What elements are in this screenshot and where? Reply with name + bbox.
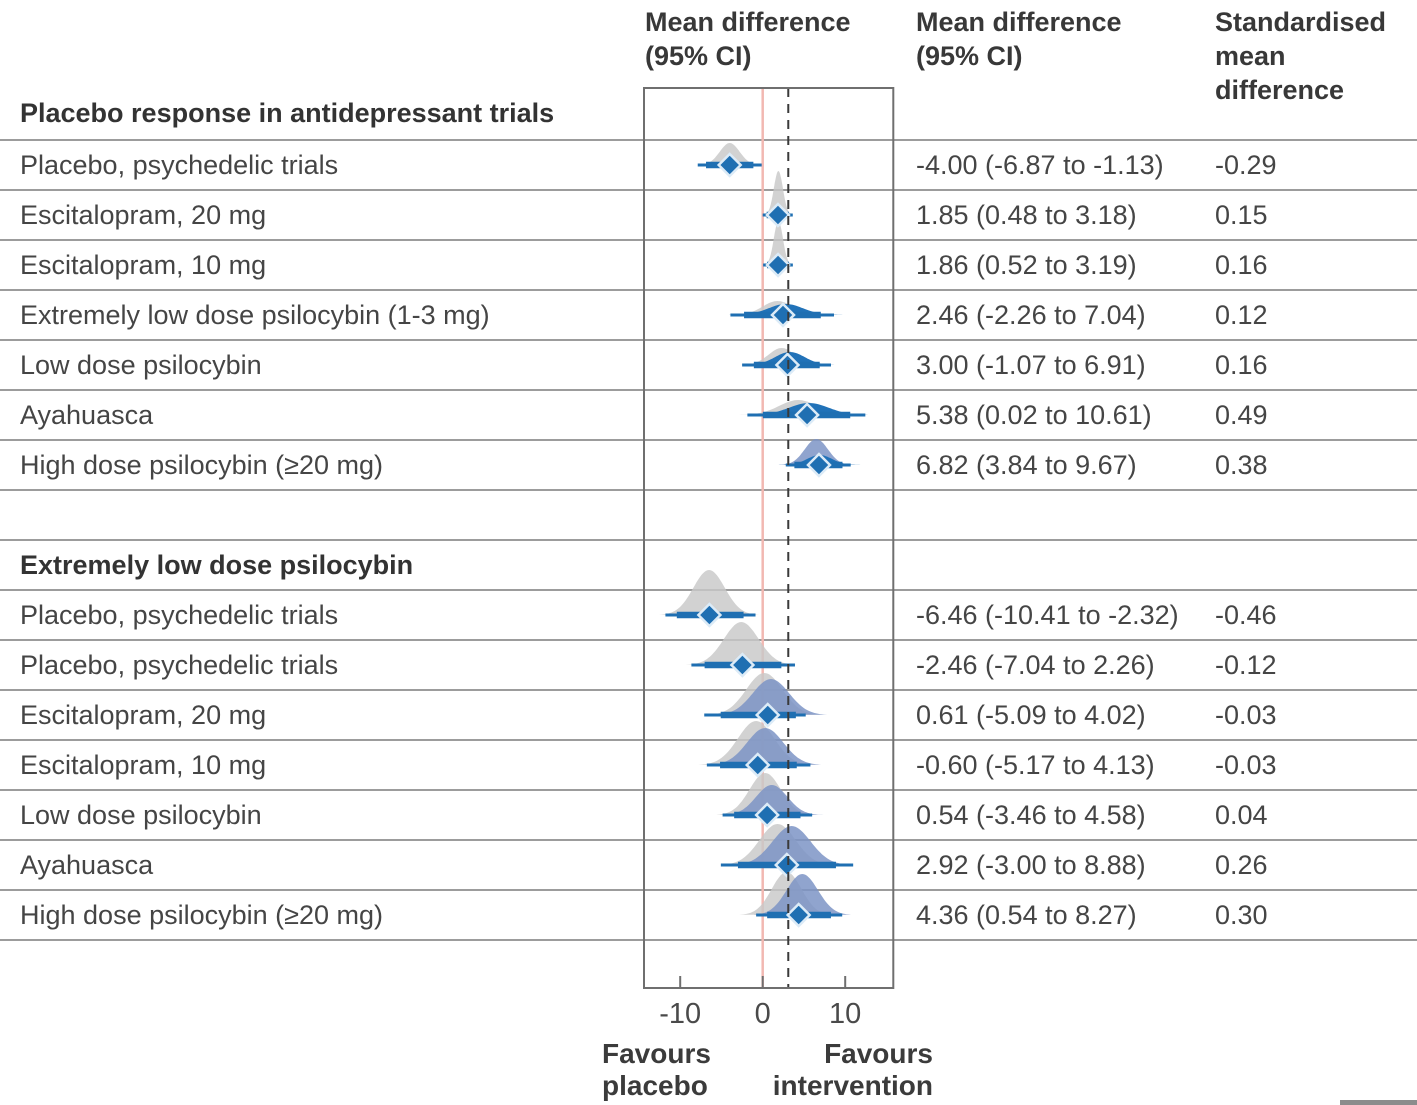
- density-curve-steel: [720, 785, 824, 815]
- estimate-diamond: [754, 702, 781, 728]
- row-label: Extremely low dose psilocybin (1-3 mg): [20, 299, 490, 330]
- plot-column-header: Mean difference (95% CI): [645, 7, 851, 71]
- row-smd-value: 0.16: [1215, 249, 1268, 280]
- row-smd-value: 0.49: [1215, 399, 1268, 430]
- row-smd-value: 0.04: [1215, 799, 1268, 830]
- row-md-value: 3.00 (-1.07 to 6.91): [916, 349, 1146, 380]
- estimate-diamond: [774, 852, 800, 878]
- density-curve-steel: [705, 728, 826, 765]
- scrollbar-fragment: [1340, 1100, 1417, 1105]
- estimate-diamond: [716, 152, 743, 178]
- density-curve-steel: [778, 439, 855, 465]
- estimate-diamond: [729, 652, 756, 678]
- row-label: Placebo, psychedelic trials: [20, 649, 339, 680]
- row-md-value: -4.00 (-6.87 to -1.13): [916, 149, 1164, 180]
- row-md-value: 1.86 (0.52 to 3.19): [916, 249, 1137, 280]
- row-smd-value: -0.03: [1215, 699, 1277, 730]
- row-smd-value: 0.16: [1215, 349, 1268, 380]
- row-smd-value: -0.12: [1215, 649, 1277, 680]
- row-smd-value: 0.30: [1215, 899, 1268, 930]
- density-curve-steel: [711, 679, 831, 715]
- estimate-diamond: [765, 202, 791, 228]
- density-curve-steel: [750, 874, 854, 915]
- density-curve-steel: [729, 826, 855, 865]
- section-title: Placebo response in antidepressant trial…: [20, 97, 555, 128]
- density-curve-gray: [657, 570, 761, 615]
- row-md-value: 0.54 (-3.46 to 4.58): [916, 799, 1146, 830]
- density-curve-gray: [763, 171, 794, 215]
- row-md-value: 2.92 (-3.00 to 8.88): [916, 849, 1146, 880]
- row-md-value: 2.46 (-2.26 to 7.04): [916, 299, 1146, 330]
- row-md-value: 1.85 (0.48 to 3.18): [916, 199, 1137, 230]
- row-smd-value: 0.12: [1215, 299, 1268, 330]
- row-smd-value: 0.26: [1215, 849, 1268, 880]
- row-md-value: -6.46 (-10.41 to -2.32): [916, 599, 1179, 630]
- row-label: Ayahuasca: [20, 849, 154, 880]
- row-md-value: 4.36 (0.54 to 8.27): [916, 899, 1137, 930]
- row-label: Placebo, psychedelic trials: [20, 599, 339, 630]
- row-smd-value: 0.15: [1215, 199, 1268, 230]
- row-label: Escitalopram, 20 mg: [20, 199, 267, 230]
- x-tick-label: 0: [754, 998, 771, 1030]
- x-tick-label: 10: [829, 998, 862, 1030]
- row-label: Low dose psilocybin: [20, 349, 262, 380]
- favours-intervention-label: Favours intervention: [772, 1038, 933, 1101]
- smd-column-header: Standardised mean difference: [1215, 7, 1387, 105]
- row-label: Ayahuasca: [20, 399, 154, 430]
- favours-placebo-label: Favours placebo: [602, 1038, 711, 1101]
- row-label: Escitalopram, 10 mg: [20, 749, 267, 780]
- estimate-diamond: [785, 902, 812, 928]
- density-curve-gray: [684, 622, 799, 665]
- row-label: High dose psilocybin (≥20 mg): [20, 449, 383, 480]
- row-smd-value: 0.38: [1215, 449, 1268, 480]
- estimate-diamond: [754, 802, 780, 828]
- row-smd-value: -0.29: [1215, 149, 1277, 180]
- row-md-value: 5.38 (0.02 to 10.61): [916, 399, 1152, 430]
- row-smd-value: -0.46: [1215, 599, 1277, 630]
- row-label: Low dose psilocybin: [20, 799, 262, 830]
- density-curve-gray: [763, 221, 794, 265]
- row-label: High dose psilocybin (≥20 mg): [20, 899, 383, 930]
- estimate-diamond: [794, 402, 820, 428]
- row-label: Escitalopram, 20 mg: [20, 699, 267, 730]
- row-md-value: -2.46 (-7.04 to 2.26): [916, 649, 1155, 680]
- section-title: Extremely low dose psilocybin: [20, 549, 414, 580]
- row-label: Escitalopram, 10 mg: [20, 249, 267, 280]
- plot-frame: [643, 87, 895, 989]
- row-md-value: 6.82 (3.84 to 9.67): [916, 449, 1137, 480]
- estimate-diamond: [806, 452, 832, 478]
- row-label: Placebo, psychedelic trials: [20, 149, 339, 180]
- md-column-header: Mean difference (95% CI): [916, 7, 1122, 71]
- estimate-diamond: [744, 752, 771, 778]
- estimate-diamond: [696, 602, 723, 628]
- row-md-value: 0.61 (-5.09 to 4.02): [916, 699, 1146, 730]
- x-tick-label: -10: [659, 998, 702, 1030]
- row-md-value: -0.60 (-5.17 to 4.13): [916, 749, 1155, 780]
- row-smd-value: -0.03: [1215, 749, 1277, 780]
- densities-layer: [657, 143, 875, 928]
